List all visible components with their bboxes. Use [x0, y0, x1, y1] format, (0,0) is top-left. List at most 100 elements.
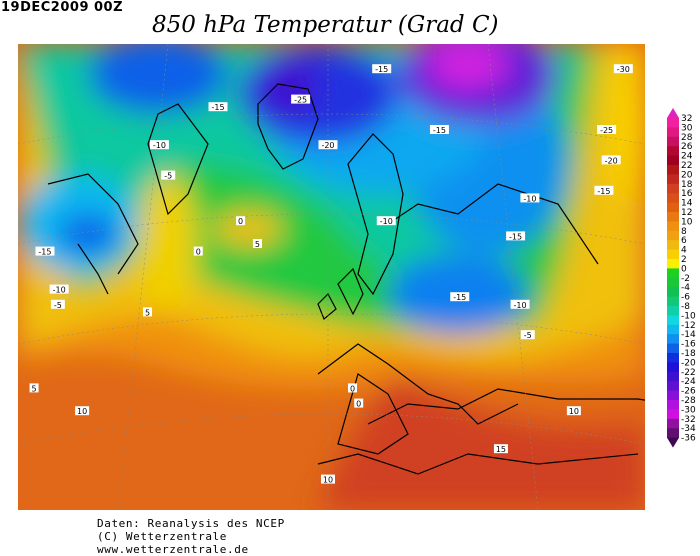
- contour-label: 0: [193, 246, 203, 257]
- contour-label-text: -15: [453, 293, 466, 302]
- legend-swatch: [667, 362, 679, 373]
- contour-label-text: -25: [600, 126, 613, 135]
- contour-label-text: 0: [238, 217, 243, 226]
- contour-label-text: -25: [294, 96, 307, 105]
- legend-arrow-bottom: [667, 437, 679, 448]
- legend-swatch: [667, 371, 679, 382]
- legend-swatch: [667, 183, 679, 194]
- legend-tick-label: 26: [681, 142, 693, 152]
- contour-label: 5: [143, 307, 153, 317]
- contour-label: 0: [354, 398, 364, 409]
- legend-tick-label: 0: [681, 264, 687, 274]
- contour-label: 10: [75, 406, 90, 416]
- legend-tick-label: -34: [681, 424, 696, 434]
- contour-label-text: 5: [255, 240, 260, 249]
- legend-swatch: [667, 212, 679, 222]
- legend-arrow-top: [667, 108, 679, 118]
- contour-label-text: 0: [196, 248, 201, 257]
- contour-label-text: -20: [321, 141, 334, 150]
- contour-label-text: -20: [605, 156, 618, 165]
- contour-label: -15: [208, 102, 228, 112]
- legend-swatch: [667, 296, 679, 307]
- legend-tick-label: 22: [681, 161, 692, 171]
- legend-tick-label: -6: [681, 293, 690, 303]
- contour-label: 10: [566, 406, 581, 416]
- contour-label-text: 0: [356, 400, 361, 409]
- contour-label: -30: [613, 64, 633, 74]
- contour-label-text: -5: [524, 331, 532, 340]
- contour-label: -25: [291, 94, 311, 105]
- contour-label: -5: [50, 299, 65, 310]
- legend-tick-label: -8: [681, 302, 690, 312]
- contour-label-text: -10: [153, 141, 166, 150]
- contour-label-text: -15: [509, 232, 522, 241]
- legend-tick-label: 16: [681, 189, 693, 199]
- legend-tick-label: 2: [681, 255, 687, 265]
- temperature-map: -15 -10 -5 -25 -15 -30 -20 -15 -25 -20 -15 -10 -15 0 -…: [18, 44, 645, 510]
- legend-tick-label: 14: [681, 199, 693, 209]
- legend-swatch: [667, 315, 679, 326]
- legend-tick-label: -18: [681, 349, 696, 359]
- contour-label-text: -15: [38, 248, 51, 257]
- legend-tick-label: -4: [681, 283, 690, 293]
- legend-tick-label: -30: [681, 405, 696, 415]
- legend-swatch: [667, 221, 679, 232]
- contour-label: 15: [493, 444, 508, 454]
- contour-label: -15: [450, 292, 470, 302]
- legend-tick-label: -14: [681, 330, 696, 340]
- legend-tick-label: -20: [681, 358, 696, 368]
- contour-label: -20: [318, 140, 338, 150]
- contour-label: 5: [29, 383, 39, 393]
- legend-swatch: [667, 287, 679, 298]
- contour-label-text: -5: [54, 301, 62, 310]
- contour-label: 5: [252, 239, 262, 249]
- contour-label: -10: [520, 193, 540, 203]
- legend-tick-label: 18: [681, 180, 693, 190]
- legend-tick-label: 12: [681, 208, 692, 218]
- legend-tick-label: -24: [681, 377, 696, 387]
- contour-label-text: -10: [514, 301, 527, 310]
- legend-swatch: [667, 165, 679, 175]
- legend-swatch: [667, 418, 679, 429]
- contour-label: -15: [594, 185, 614, 196]
- legend-tick-label: 8: [681, 227, 687, 237]
- legend-swatch: [667, 230, 679, 241]
- legend-tick-label: 4: [681, 246, 687, 256]
- contour-label: 0: [347, 383, 357, 393]
- legend-swatch: [667, 155, 679, 166]
- contour-label: -15: [506, 231, 526, 241]
- legend-swatch: [667, 409, 679, 420]
- contour-label-text: -10: [380, 217, 393, 226]
- contour-label-text: -10: [53, 286, 66, 295]
- legend-tick-label: 30: [681, 123, 693, 133]
- temperature-field: [18, 44, 645, 510]
- legend-tick-label: -36: [681, 434, 696, 444]
- legend-swatch: [667, 259, 679, 269]
- legend-swatch: [667, 428, 679, 439]
- contour-label-text: -15: [597, 187, 610, 196]
- color-legend[interactable]: 32302826242220181614121086420-2-4-6-8-10…: [662, 106, 700, 456]
- contour-label-text: 10: [77, 407, 87, 416]
- graticule: [18, 44, 645, 510]
- contour-label-text: -10: [523, 194, 536, 203]
- legend-tick-label: -22: [681, 368, 696, 378]
- legend-tick-label: 10: [681, 217, 693, 227]
- footer-url[interactable]: www.wetterzentrale.de: [97, 543, 249, 556]
- legend-tick-label: -16: [681, 340, 696, 350]
- contour-label: -10: [49, 284, 69, 295]
- contour-label: -20: [601, 155, 621, 165]
- contour-label: -25: [597, 125, 617, 135]
- contour-label: -10: [510, 299, 530, 310]
- legend-swatch: [667, 343, 679, 354]
- legend-swatch: [667, 400, 679, 410]
- footer-source: Daten: Reanalysis des NCEP: [97, 517, 285, 530]
- legend-swatch: [667, 306, 679, 316]
- legend-swatch: [667, 381, 679, 392]
- contour-label-text: 10: [569, 407, 579, 416]
- contour-label-text: -5: [164, 172, 172, 181]
- legend-tick-label: 6: [681, 236, 687, 246]
- contour-label: -10: [149, 140, 169, 150]
- legend-swatch: [667, 277, 679, 288]
- contour-label: -5: [161, 170, 176, 181]
- legend-tick-label: -12: [681, 321, 696, 331]
